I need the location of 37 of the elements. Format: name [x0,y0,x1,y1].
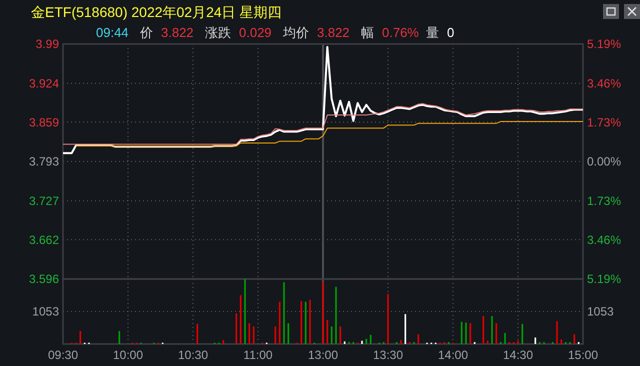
text: 0.76% [382,25,420,40]
y-tick-label: 3.727 [28,194,60,208]
x-tick-label: 13:30 [372,348,404,362]
x-tick-label: 13:00 [308,348,338,362]
text: 1053 [587,304,614,319]
text: 1053 [32,304,60,319]
y2-tick-label: 1.73% [587,116,622,130]
y-tick-label: 3.924 [28,76,60,91]
x-tick-label: 14:00 [438,348,468,362]
y2-tick-label: 0.00% [587,154,622,169]
y-tick-label: 3.99 [36,37,60,52]
text: 均价 [282,25,309,40]
y2-tick-label: 3.46% [587,76,622,90]
text: 0.029 [239,25,272,40]
text: 涨跌 [205,25,231,40]
y-tick-label: 3.859 [28,115,60,130]
x-tick-label: 09:30 [48,348,78,362]
x-tick-label: 10:00 [112,348,144,362]
y-tick-label: 3.662 [28,232,60,247]
text: 量 [426,25,439,40]
y2-tick-label: 3.46% [587,233,622,248]
text: 幅 [361,25,374,40]
text: 3.822 [317,25,350,40]
y2-tick-label: 1.73% [587,194,622,208]
y2-tick-label: 5.19% [587,272,622,286]
x-tick-label: 14:30 [502,348,534,362]
y2-tick-label: 5.19% [587,37,622,52]
x-tick-label: 11:00 [243,348,273,362]
y-tick-label: 3.793 [28,154,60,169]
x-tick-label: 15:00 [568,348,598,362]
text: 09:44 [96,25,129,40]
text: 价 [139,25,153,40]
x-tick-label: 10:30 [178,348,208,362]
text: 0 [447,25,454,40]
y-tick-label: 3.596 [28,272,60,286]
chart-title: 金ETF(518680) 2022年02月24日 星期四 [31,4,282,20]
text: 3.822 [161,25,194,40]
